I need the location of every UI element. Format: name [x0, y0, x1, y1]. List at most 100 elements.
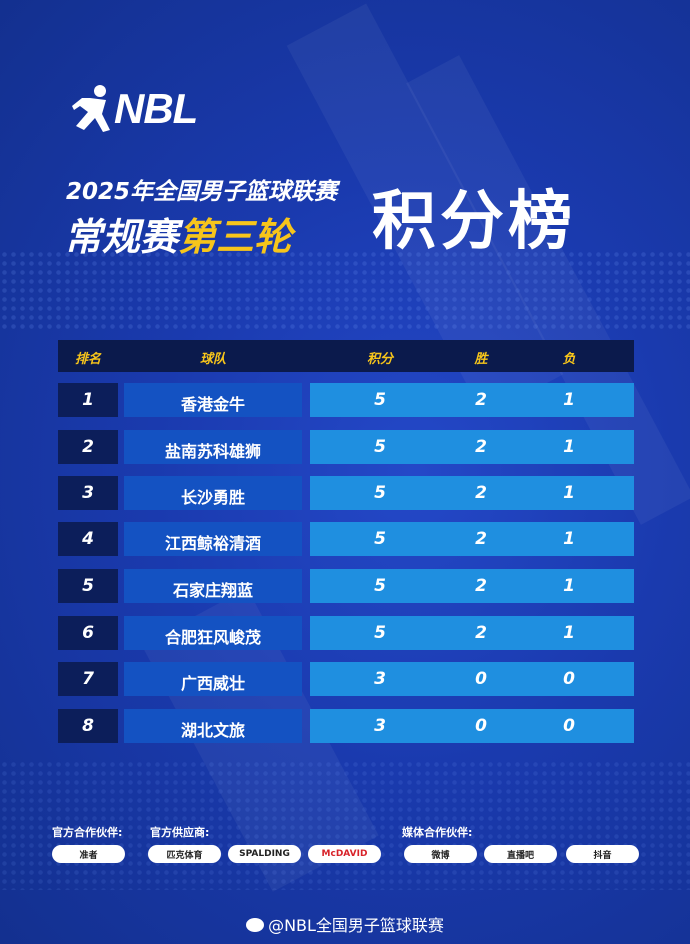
partner-logo: McDAVID — [308, 845, 381, 863]
team-cell — [124, 662, 302, 696]
rank-cell — [58, 430, 118, 464]
wins: 2 — [475, 390, 487, 410]
season-title: 2025年全国男子篮球联赛 — [66, 179, 338, 205]
stats-cell — [310, 569, 634, 603]
points: 5 — [374, 483, 386, 503]
bg-dots — [0, 760, 690, 890]
header-team: 球队 — [199, 352, 227, 367]
stats-cell — [310, 709, 634, 743]
points: 3 — [374, 669, 386, 689]
rank-cell — [58, 522, 118, 556]
team-cell — [124, 522, 302, 556]
logo-text: NBL — [114, 85, 198, 132]
table-row: 7 广西威壮 3 0 0 — [58, 662, 634, 696]
team-cell — [124, 616, 302, 650]
points: 5 — [374, 529, 386, 549]
table-row: 6 合肥狂风峻茂 5 2 1 — [58, 616, 634, 650]
rank-cell — [58, 709, 118, 743]
partner-logo: 直播吧 — [484, 845, 557, 863]
stats-cell — [310, 476, 634, 510]
partner-logo: 微博 — [404, 845, 477, 863]
team-cell — [124, 383, 302, 417]
rank: 3 — [82, 483, 94, 503]
points: 5 — [374, 576, 386, 596]
nbl-logo: NBL — [70, 84, 198, 134]
losses: 1 — [563, 623, 575, 643]
wins: 0 — [475, 716, 487, 736]
partner-logo: 抖音 — [566, 845, 639, 863]
media-partner-label: 媒体合作伙伴: — [402, 826, 473, 839]
rank: 6 — [82, 623, 94, 643]
losses: 0 — [563, 716, 575, 736]
wins: 2 — [475, 623, 487, 643]
table-header: 排名 球队 积分 胜 负 — [58, 340, 634, 372]
round-highlight: 第三轮 — [178, 215, 293, 259]
losses: 0 — [563, 669, 575, 689]
partner-logo: 匹克体育 — [148, 845, 221, 863]
team-cell — [124, 709, 302, 743]
stats-cell — [310, 383, 634, 417]
losses: 1 — [563, 576, 575, 596]
rank-cell — [58, 476, 118, 510]
wins: 2 — [475, 576, 487, 596]
header-wins: 胜 — [474, 352, 488, 367]
rank: 8 — [82, 716, 94, 736]
partner-logo: 准者 — [52, 845, 125, 863]
weibo-handle: @NBL全国男子篮球联赛 — [0, 916, 690, 936]
stats-cell — [310, 522, 634, 556]
table-row: 8 湖北文旅 3 0 0 — [58, 709, 634, 743]
rank: 4 — [82, 529, 94, 549]
round-prefix: 常规赛 — [64, 215, 179, 259]
header-points: 积分 — [366, 352, 394, 367]
team-name: 广西威壮 — [180, 674, 246, 693]
team-cell — [124, 569, 302, 603]
team-name: 石家庄翔蓝 — [172, 581, 254, 600]
losses: 1 — [563, 437, 575, 457]
table-row: 3 长沙勇胜 5 2 1 — [58, 476, 634, 510]
team-name: 盐南苏科雄狮 — [164, 442, 262, 461]
team-name: 江西鲸裕清酒 — [164, 534, 262, 553]
wins: 2 — [475, 483, 487, 503]
stats-cell — [310, 616, 634, 650]
wins: 0 — [475, 669, 487, 689]
losses: 1 — [563, 529, 575, 549]
wins: 2 — [475, 529, 487, 549]
table-row: 5 石家庄翔蓝 5 2 1 — [58, 569, 634, 603]
rank-cell — [58, 383, 118, 417]
bg-dots — [0, 250, 690, 330]
points: 5 — [374, 390, 386, 410]
wins: 2 — [475, 437, 487, 457]
stats-cell — [310, 662, 634, 696]
team-name: 合肥狂风峻茂 — [164, 628, 262, 647]
rank: 1 — [82, 390, 94, 410]
stats-cell — [310, 430, 634, 464]
team-cell — [124, 476, 302, 510]
table-row: 4 江西鲸裕清酒 5 2 1 — [58, 522, 634, 556]
table-row: 2 盐南苏科雄狮 5 2 1 — [58, 430, 634, 464]
page-title: 积分榜 — [372, 185, 576, 259]
official-supplier-label: 官方供应商: — [150, 826, 210, 839]
official-partner-label: 官方合作伙伴: — [52, 826, 123, 839]
rank-cell — [58, 616, 118, 650]
team-name: 长沙勇胜 — [180, 488, 246, 507]
footer-text: @NBL全国男子篮球联赛 — [268, 916, 444, 935]
partner-logo: SPALDING — [228, 845, 301, 863]
rank: 5 — [82, 576, 94, 596]
losses: 1 — [563, 483, 575, 503]
header-rank: 排名 — [74, 352, 102, 367]
team-cell — [124, 430, 302, 464]
player-silhouette-icon — [72, 85, 110, 132]
team-name: 香港金牛 — [180, 395, 246, 414]
table-row: 1 香港金牛 5 2 1 — [58, 383, 634, 417]
weibo-icon — [246, 918, 265, 932]
header-losses: 负 — [562, 352, 576, 367]
points: 5 — [374, 437, 386, 457]
rank: 2 — [82, 437, 94, 457]
team-name: 湖北文旅 — [180, 721, 246, 740]
rank-cell — [58, 569, 118, 603]
rank: 7 — [82, 669, 94, 689]
points: 5 — [374, 623, 386, 643]
points: 3 — [374, 716, 386, 736]
losses: 1 — [563, 390, 575, 410]
